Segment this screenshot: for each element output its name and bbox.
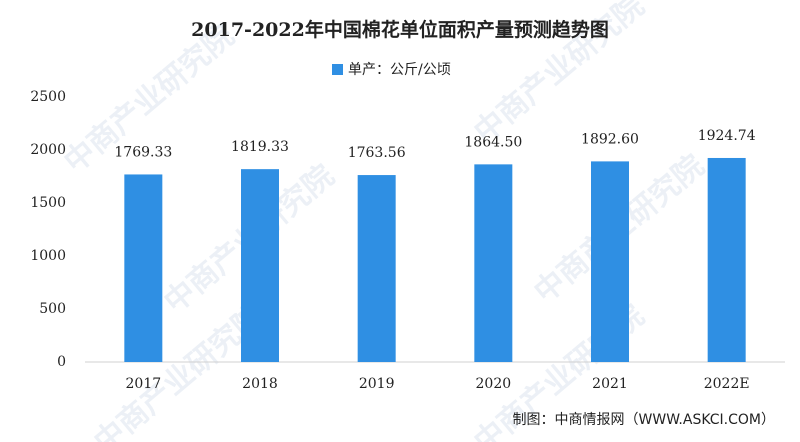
- value-label: 1819.33: [231, 139, 289, 155]
- bar: [474, 164, 513, 362]
- y-tick-label: 2500: [30, 89, 66, 105]
- chart-title: 2017-2022年中国棉花单位面积产量预测趋势图: [191, 18, 609, 41]
- bar: [124, 174, 163, 362]
- source-note: 制图：中商情报网（WWW.ASKCI.COM）: [513, 412, 775, 428]
- legend-swatch: [332, 64, 343, 75]
- value-label: 1892.60: [581, 131, 639, 147]
- bar: [357, 175, 396, 362]
- y-tick-label: 2000: [30, 142, 66, 158]
- y-tick-label: 1500: [30, 195, 66, 211]
- y-tick-label: 500: [39, 301, 66, 317]
- y-tick-label: 0: [57, 354, 66, 370]
- y-tick-label: 1000: [30, 248, 66, 264]
- value-label: 1864.50: [464, 134, 522, 150]
- value-label: 1924.74: [698, 128, 756, 144]
- x-tick-label: 2017: [126, 376, 162, 392]
- bar: [241, 169, 279, 362]
- value-label: 1769.33: [114, 144, 172, 160]
- bar: [591, 161, 629, 362]
- legend-label: 单产：公斤/公顷: [348, 62, 451, 78]
- x-tick-label: 2021: [592, 376, 628, 392]
- bar: [707, 157, 746, 362]
- x-tick-label: 2019: [359, 376, 395, 392]
- x-tick-label: 2020: [476, 376, 512, 392]
- x-tick-label: 2022E: [704, 376, 750, 392]
- x-tick-label: 2018: [242, 376, 278, 392]
- value-label: 1763.56: [348, 145, 406, 161]
